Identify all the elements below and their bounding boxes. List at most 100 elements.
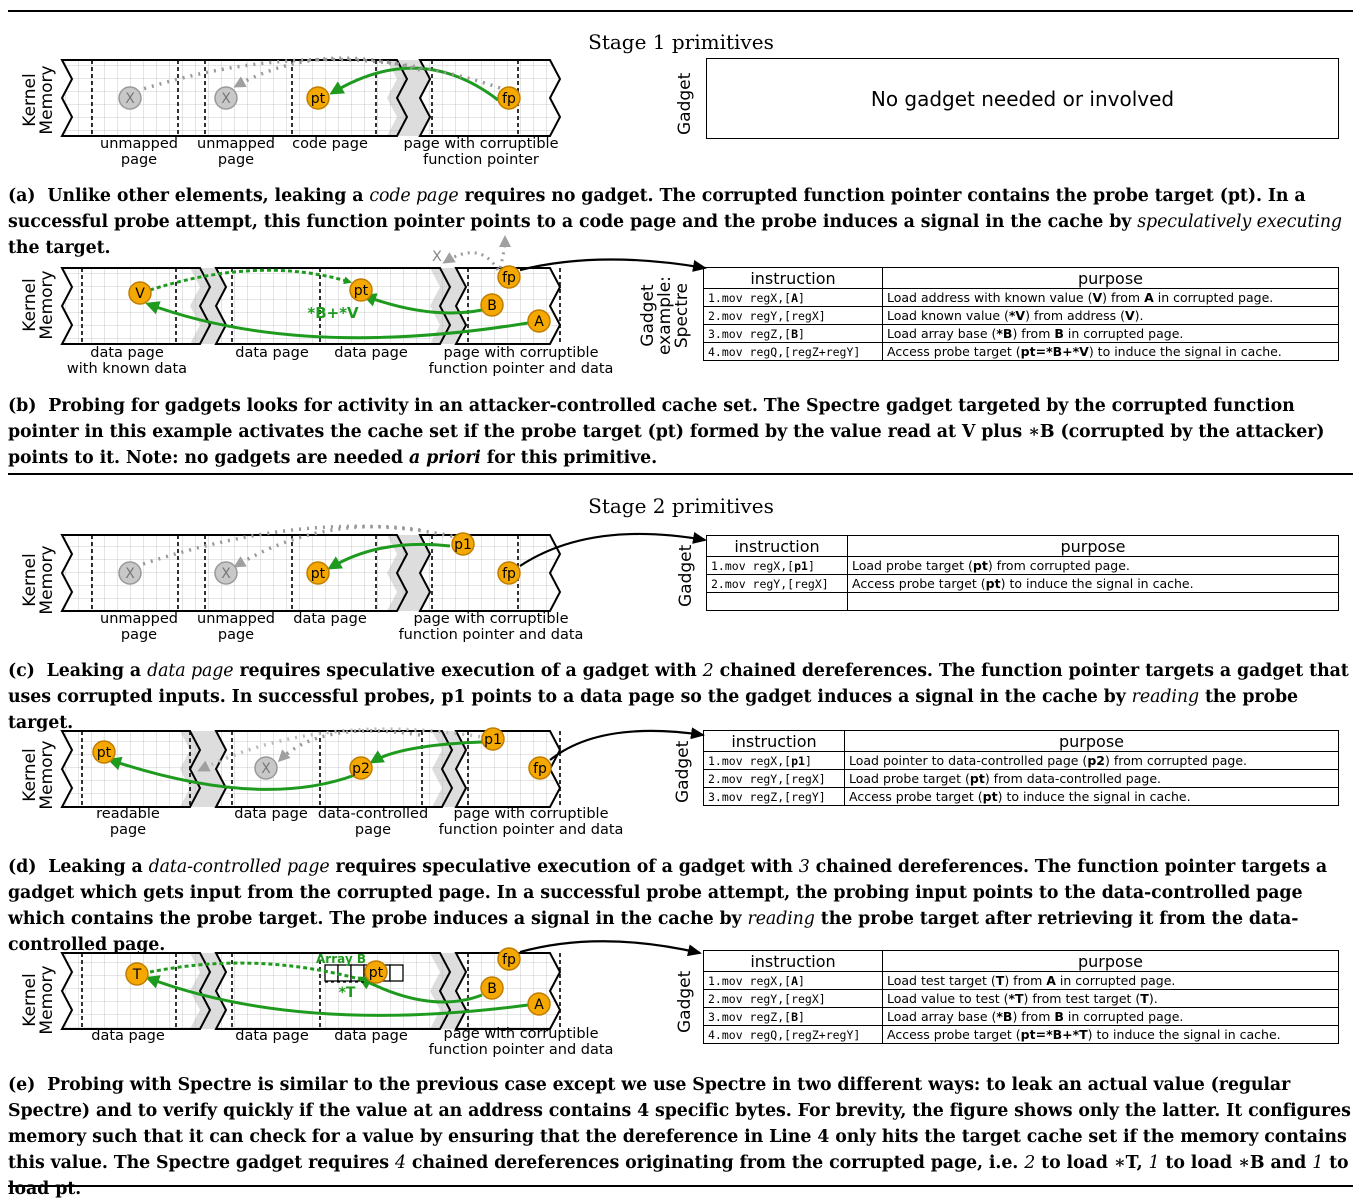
pt-node: pt [92, 740, 116, 764]
svg-text:p1: p1 [454, 537, 472, 553]
instruction-cell: 1.mov regX,[A] [703, 971, 883, 990]
pt-node: pt [306, 561, 330, 585]
purpose-cell: Load array base (*B) from B in corrupted… [882, 324, 1339, 343]
svg-text:page with corruptible: page with corruptible [444, 1026, 599, 1042]
caption-b: (b) Probing for gadgets looks for activi… [8, 396, 1325, 468]
table-row: 2.mov regY,[regX] Access probe target (pt… [706, 574, 1339, 593]
caption-a: (a) Unlike other elements, leaking a cod… [8, 186, 1342, 258]
svg-text:A: A [534, 314, 544, 330]
b-node: B [480, 976, 504, 1000]
svg-text:function pointer and data: function pointer and data [429, 1042, 614, 1058]
svg-text:X: X [125, 566, 135, 582]
instruction-cell: 4.mov regQ,[regZ+regY] [703, 1025, 883, 1044]
gadget-table-d: instruction purpose 1.mov regX,[p1] Load p… [703, 730, 1339, 806]
svg-text:function pointer and data: function pointer and data [439, 822, 624, 838]
fp-node: fp [497, 561, 521, 585]
svg-text:page with corruptible: page with corruptible [414, 611, 569, 627]
table-row [706, 592, 1339, 611]
kernel-memory-label: Kernel [20, 73, 40, 126]
svg-text:fp: fp [502, 91, 516, 107]
svg-text:Memory: Memory [37, 965, 57, 1034]
svg-text:data page: data page [90, 345, 164, 361]
svg-text:unmapped: unmapped [197, 611, 275, 627]
caption-c: (c) Leaking a data page requires specula… [8, 661, 1349, 733]
svg-text:page with corruptible: page with corruptible [454, 806, 609, 822]
svg-text:X: X [261, 761, 271, 777]
v-node: V [128, 281, 152, 305]
svg-text:data page: data page [91, 1028, 165, 1044]
top-rule [8, 10, 1353, 12]
t-node: T [125, 962, 149, 986]
table-row: 1.mov regX,[A] Load address with known va… [703, 288, 1339, 307]
col-purpose: purpose [882, 267, 1339, 289]
svg-text:fp: fp [502, 566, 516, 582]
svg-text:fp: fp [502, 270, 516, 286]
svg-text:B: B [487, 981, 497, 997]
purpose-cell: Load probe target (pt) from corrupted pa… [847, 556, 1339, 575]
svg-text:X: X [221, 566, 231, 582]
svg-text:pt: pt [311, 91, 326, 107]
col-purpose: purpose [882, 950, 1339, 972]
fp-node: fp [497, 947, 521, 971]
table-row: 2.mov regY,[regX] Load known value (*V) f… [703, 306, 1339, 325]
svg-text:Array B: Array B [316, 952, 366, 966]
instruction-cell: 3.mov regZ,[B] [703, 1007, 883, 1026]
purpose-cell: Access probe target (pt=*B+*T) to induce… [882, 1025, 1339, 1044]
svg-text:code page: code page [292, 136, 368, 152]
svg-text:function pointer: function pointer [423, 152, 539, 168]
no-gadget-text: No gadget needed or involved [870, 86, 1175, 111]
kernel-memory-label: Kernel [20, 278, 40, 331]
gadget-table-e: instruction purpose 1.mov regX,[A] Load te… [703, 950, 1339, 1044]
caption-e: (e) Probing with Spectre is similar to t… [8, 1075, 1351, 1199]
gadget-example-label-b: Gadget example: Spectre [638, 276, 692, 355]
purpose-cell: Load known value (*V) from address (V). [882, 306, 1339, 325]
svg-text:with known data: with known data [67, 361, 187, 377]
purpose-cell: Access probe target (pt) to induce the s… [844, 787, 1339, 806]
table-row: 3.mov regZ,[regY] Access probe target (pt… [703, 787, 1339, 806]
instruction-cell: 1.mov regX,[A] [703, 288, 883, 307]
svg-text:fp: fp [533, 761, 547, 777]
gadget-label-e: Gadget [675, 970, 695, 1033]
col-instruction: instruction [703, 730, 845, 752]
svg-text:function pointer and data: function pointer and data [399, 627, 584, 643]
p2-node: p2 [349, 756, 373, 780]
instruction-cell: 2.mov regY,[regX] [703, 769, 845, 788]
gadget-table-c: instruction purpose 1.mov regX,[p1] Load p… [706, 535, 1339, 611]
svg-text:data page: data page [293, 611, 367, 627]
stage-divider-rule [8, 473, 1353, 475]
p1-node: p1 [481, 727, 505, 751]
svg-text:page: page [355, 822, 391, 838]
table-row: 3.mov regZ,[B] Load array base (*B) from … [703, 1007, 1339, 1026]
col-purpose: purpose [847, 535, 1339, 557]
svg-text:X: X [125, 91, 135, 107]
svg-text:page: page [121, 627, 157, 643]
no-gadget-box: No gadget needed or involved [706, 58, 1339, 139]
svg-text:page: page [218, 152, 254, 168]
fp-node: fp [528, 756, 552, 780]
svg-text:*T: *T [339, 985, 356, 1001]
instruction-cell [706, 592, 848, 611]
table-row: 2.mov regY,[regX] Load value to test (*T)… [703, 989, 1339, 1008]
instruction-cell: 2.mov regY,[regX] [703, 306, 883, 325]
svg-text:Memory: Memory [37, 270, 57, 339]
purpose-cell: Access probe target (pt=*B+*V) to induce… [882, 342, 1339, 361]
purpose-cell: Load probe target (pt) from data-control… [844, 769, 1339, 788]
instruction-cell: 2.mov regY,[regX] [706, 574, 848, 593]
instruction-cell: 1.mov regX,[p1] [703, 751, 845, 770]
svg-text:X: X [432, 249, 442, 265]
stage1-title: Stage 1 primitives [588, 30, 774, 54]
purpose-cell: Load value to test (*T) from test target… [882, 989, 1339, 1008]
svg-text:pt: pt [369, 965, 384, 981]
svg-text:p1: p1 [484, 732, 502, 748]
stage2-title: Stage 2 primitives [588, 494, 774, 518]
gadget-label-c: Gadget [676, 544, 696, 607]
svg-text:data page: data page [235, 1028, 309, 1044]
strip-e: Array B *T T pt B Afp data page data page data p… [60, 940, 702, 1058]
svg-text:V: V [135, 286, 145, 302]
purpose-cell: Load array base (*B) from B in corrupted… [882, 1007, 1339, 1026]
x-node: X [118, 86, 142, 110]
svg-text:data page: data page [234, 806, 308, 822]
